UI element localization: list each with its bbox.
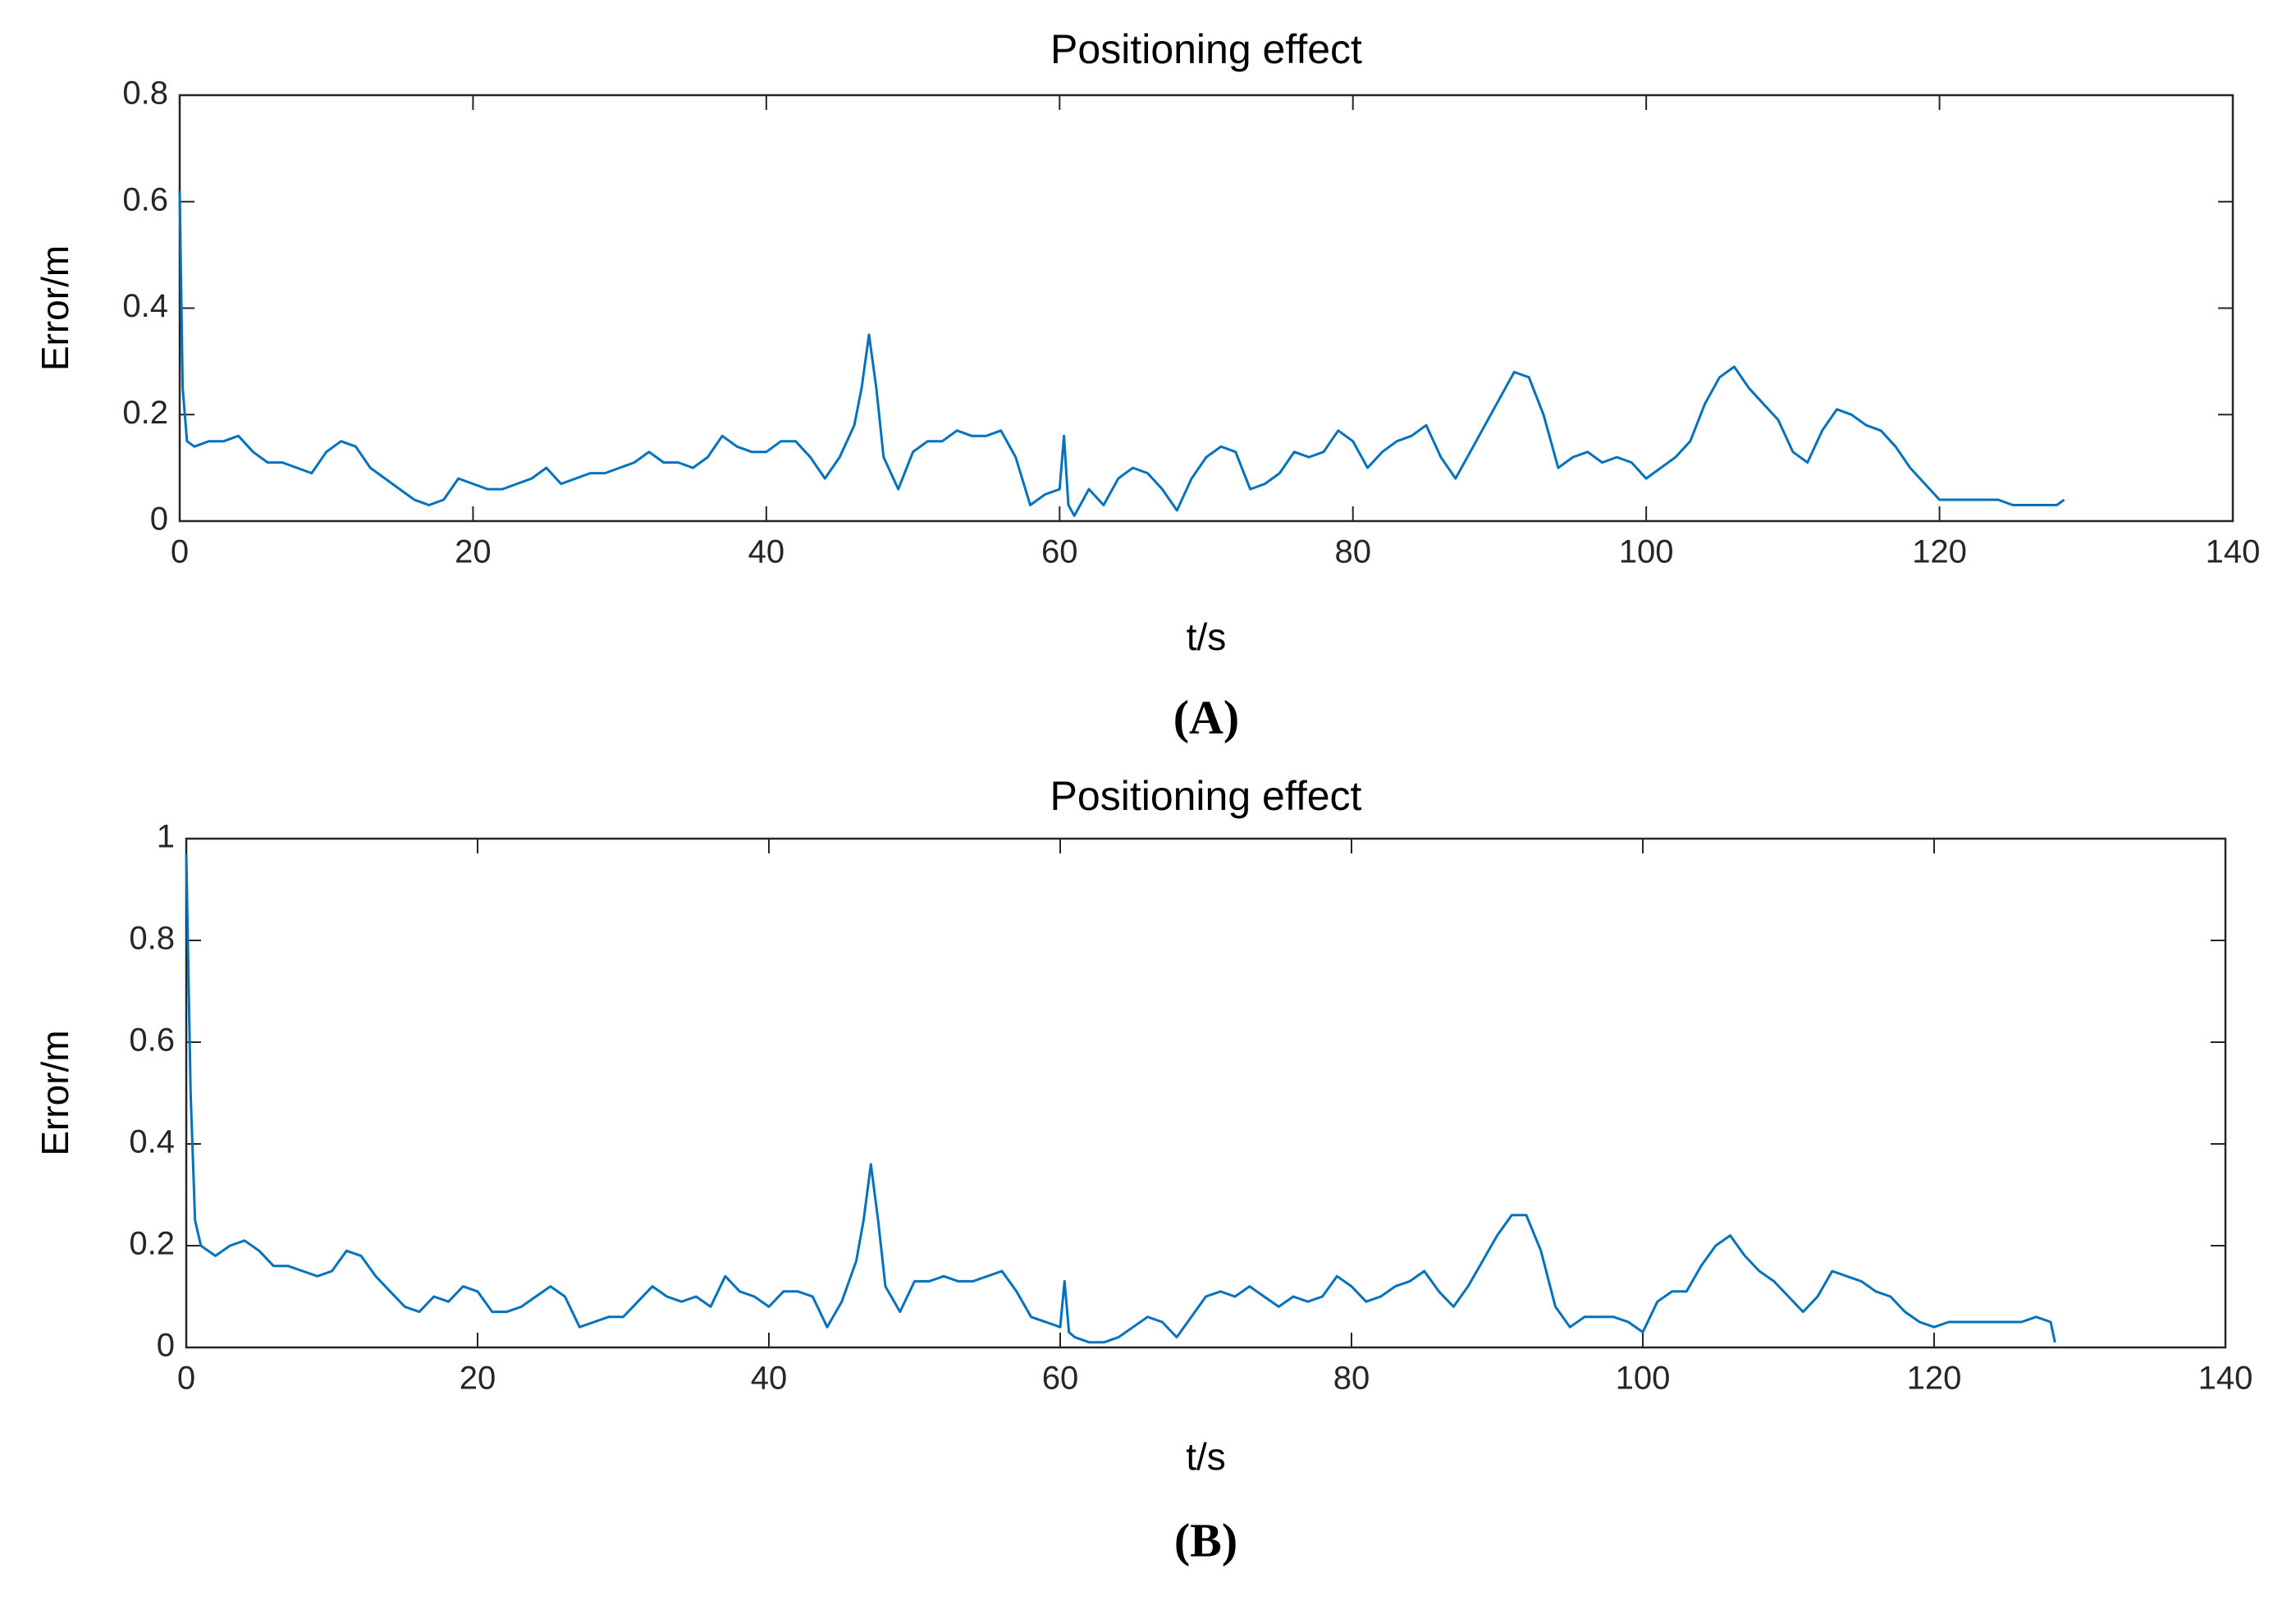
caption: (A)	[1173, 690, 1240, 743]
x-tick-label: 100	[1619, 534, 1674, 570]
x-tick-label: 80	[1333, 1361, 1370, 1397]
x-tick-label: 120	[1912, 534, 1967, 570]
x-tick-label: 120	[1907, 1361, 1962, 1397]
x-tick-label: 60	[1041, 534, 1078, 570]
x-tick-label: 60	[1042, 1361, 1079, 1397]
chart-title: Positioning effect	[1050, 773, 1362, 819]
data-line	[185, 853, 2056, 1344]
y-tick-label: 0.6	[122, 181, 168, 217]
y-tick-label: 1	[157, 819, 175, 855]
chart-title: Positioning effect	[1050, 26, 1362, 72]
x-tick-label: 140	[2206, 534, 2261, 570]
y-axis-label: Error/m	[34, 245, 76, 371]
x-tick-label: 0	[177, 1361, 195, 1397]
x-tick-label: 20	[455, 534, 492, 570]
caption: (B)	[1174, 1513, 1237, 1567]
plot-frame	[178, 94, 2234, 523]
y-tick-label: 0.8	[122, 75, 168, 112]
x-tick-label: 0	[171, 534, 189, 570]
x-tick-label: 40	[748, 534, 785, 570]
plot-frame	[185, 837, 2227, 1349]
y-tick-label: 0	[157, 1328, 175, 1364]
y-tick-label: 0	[150, 501, 168, 537]
x-tick-label: 80	[1334, 534, 1371, 570]
x-tick-label: 100	[1616, 1361, 1671, 1397]
y-tick-label: 0.2	[122, 395, 168, 431]
y-tick-label: 0.4	[129, 1124, 175, 1160]
y-tick-label: 0.8	[129, 921, 175, 957]
data-line	[178, 190, 2065, 517]
y-tick-label: 0.6	[129, 1022, 175, 1059]
y-tick-label: 0.2	[129, 1226, 175, 1262]
x-tick-label: 40	[751, 1361, 788, 1397]
y-axis-label: Error/m	[34, 1030, 76, 1155]
x-tick-label: 140	[2198, 1361, 2253, 1397]
x-axis-label: t/s	[1186, 1435, 1226, 1478]
x-tick-label: 20	[460, 1361, 496, 1397]
x-axis-label: t/s	[1187, 615, 1227, 658]
y-tick-label: 0.4	[122, 288, 168, 324]
